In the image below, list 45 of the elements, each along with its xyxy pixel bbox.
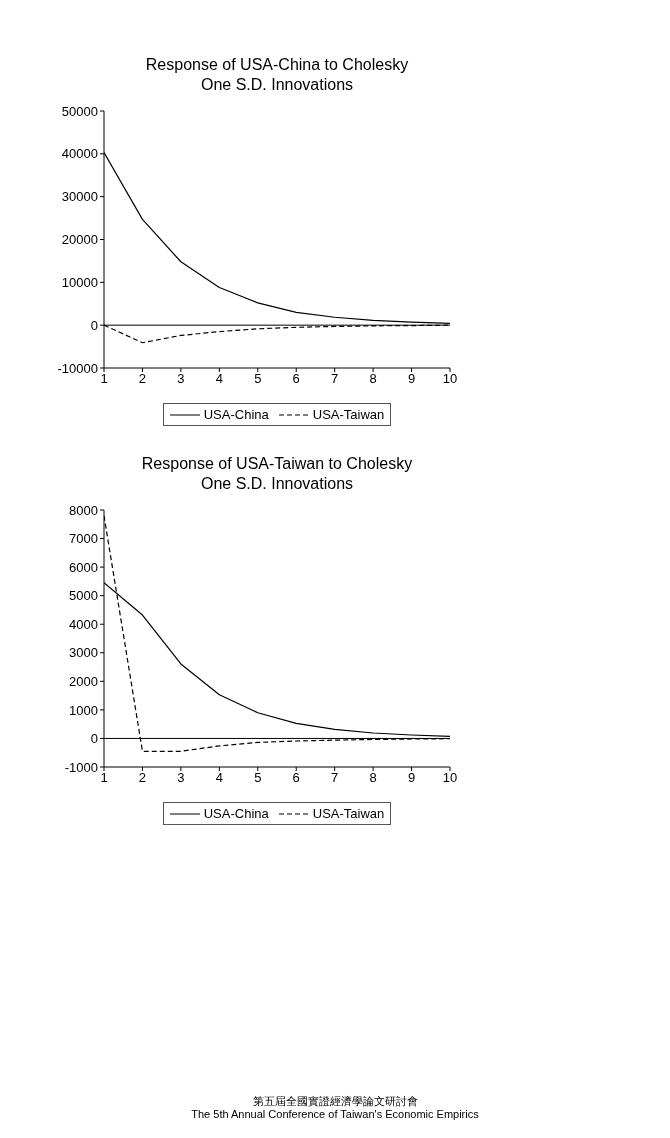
x-tick-label: 3 (177, 770, 185, 786)
legend-label: USA-China (202, 806, 269, 821)
x-tick-label: 4 (215, 371, 223, 387)
y-tick-label: 0 (90, 731, 98, 747)
x-tick-label: 5 (254, 770, 262, 786)
chart-title: Response of USA-Taiwan to Cholesky One S.D. Innovations (140, 454, 414, 494)
y-tick-label: 7000 (69, 531, 98, 547)
x-tick-label: 3 (177, 371, 185, 387)
y-tick-label: 4000 (69, 616, 98, 632)
y-tick-label: 10000 (61, 274, 98, 290)
y-tick-label: 0 (90, 317, 98, 333)
legend-label: USA-Taiwan (311, 806, 385, 821)
text: The 5th Annual Conference of Taiwan's Economic Empirics (190, 1108, 480, 1121)
x-tick-label: 6 (292, 770, 300, 786)
y-tick-label: -10000 (57, 360, 98, 376)
x-tick-label: 6 (292, 371, 300, 387)
x-tick-label: 9 (407, 371, 416, 387)
x-tick-label: 1 (100, 770, 108, 786)
x-tick-label: 4 (215, 770, 223, 786)
y-tick-label: -1000 (64, 759, 98, 775)
x-tick-label: 10 (442, 371, 458, 387)
x-tick-label: 2 (138, 371, 147, 387)
y-tick-label: 8000 (69, 502, 98, 518)
x-tick-label: 2 (138, 770, 147, 786)
x-tick-label: 10 (442, 770, 458, 786)
chart-title: Response of USA-China to Cholesky One S.D. Innovations (144, 55, 410, 95)
y-tick-label: 3000 (69, 645, 98, 661)
x-tick-label: 8 (369, 770, 377, 786)
y-tick-label: 5000 (69, 588, 98, 604)
y-tick-label: 40000 (61, 146, 98, 162)
y-tick-label: 2000 (69, 673, 98, 689)
y-tick-label: 1000 (69, 702, 98, 718)
text: 第五屆全國實證經濟學論文研討會 (251, 1095, 419, 1108)
legend-label: USA-China (202, 407, 269, 422)
y-tick-label: 6000 (69, 559, 98, 575)
x-tick-label: 5 (254, 371, 262, 387)
x-tick-label: 1 (100, 371, 108, 387)
x-tick-label: 7 (331, 371, 339, 387)
x-tick-label: 7 (331, 770, 339, 786)
y-tick-label: 20000 (61, 232, 98, 248)
y-tick-label: 50000 (61, 103, 98, 119)
y-tick-label: 30000 (61, 189, 98, 205)
x-tick-label: 8 (369, 371, 377, 387)
x-tick-label: 9 (407, 770, 416, 786)
legend-label: USA-Taiwan (311, 407, 385, 422)
